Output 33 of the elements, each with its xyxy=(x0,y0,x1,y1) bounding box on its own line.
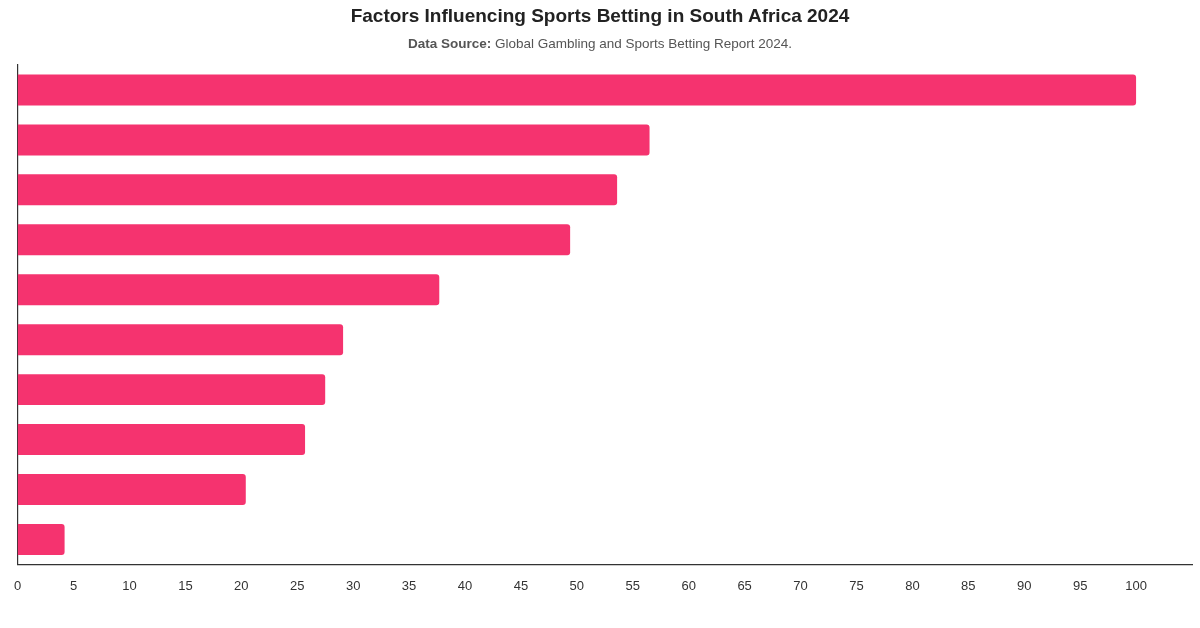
x-tick-label: 5 xyxy=(69,577,78,593)
bar xyxy=(17,224,571,256)
x-tick-label: 55 xyxy=(625,577,640,593)
x-tick-label: 15 xyxy=(178,577,193,593)
x-tick-label: 50 xyxy=(569,577,585,593)
bar xyxy=(17,474,246,505)
x-tick-label: 100 xyxy=(1125,577,1147,593)
x-tick-label: 80 xyxy=(905,577,920,593)
x-tick-label: 95 xyxy=(1072,577,1088,593)
x-tick-label: 30 xyxy=(345,577,361,593)
x-tick-label: 10 xyxy=(122,577,137,593)
x-tick-label: 90 xyxy=(1017,577,1032,593)
bar xyxy=(17,374,326,406)
chart-title: Factors Influencing Sports Betting in South Africa 2024 xyxy=(349,5,851,27)
bar xyxy=(17,424,306,456)
x-tick-label: 60 xyxy=(681,577,696,593)
bar xyxy=(17,523,65,555)
bar xyxy=(17,124,650,156)
bar xyxy=(17,274,440,306)
bar xyxy=(17,324,344,356)
x-tick-label: 25 xyxy=(290,577,305,593)
x-tick-label: 85 xyxy=(961,577,976,593)
x-tick-label: 40 xyxy=(457,577,473,593)
chart-subtitle: Data Source: Global Gambling and Sports Betting Report 2024. xyxy=(406,36,794,51)
x-tick-label: 75 xyxy=(849,577,864,593)
x-tick-label: 35 xyxy=(401,577,417,593)
x-tick-label: 45 xyxy=(513,577,529,593)
x-tick-label: 65 xyxy=(737,577,752,593)
bar xyxy=(17,74,1137,106)
bar xyxy=(17,174,618,206)
x-tick-label: 70 xyxy=(793,577,808,593)
x-tick-label: 0 xyxy=(14,577,22,593)
x-tick-label: 20 xyxy=(234,577,249,593)
